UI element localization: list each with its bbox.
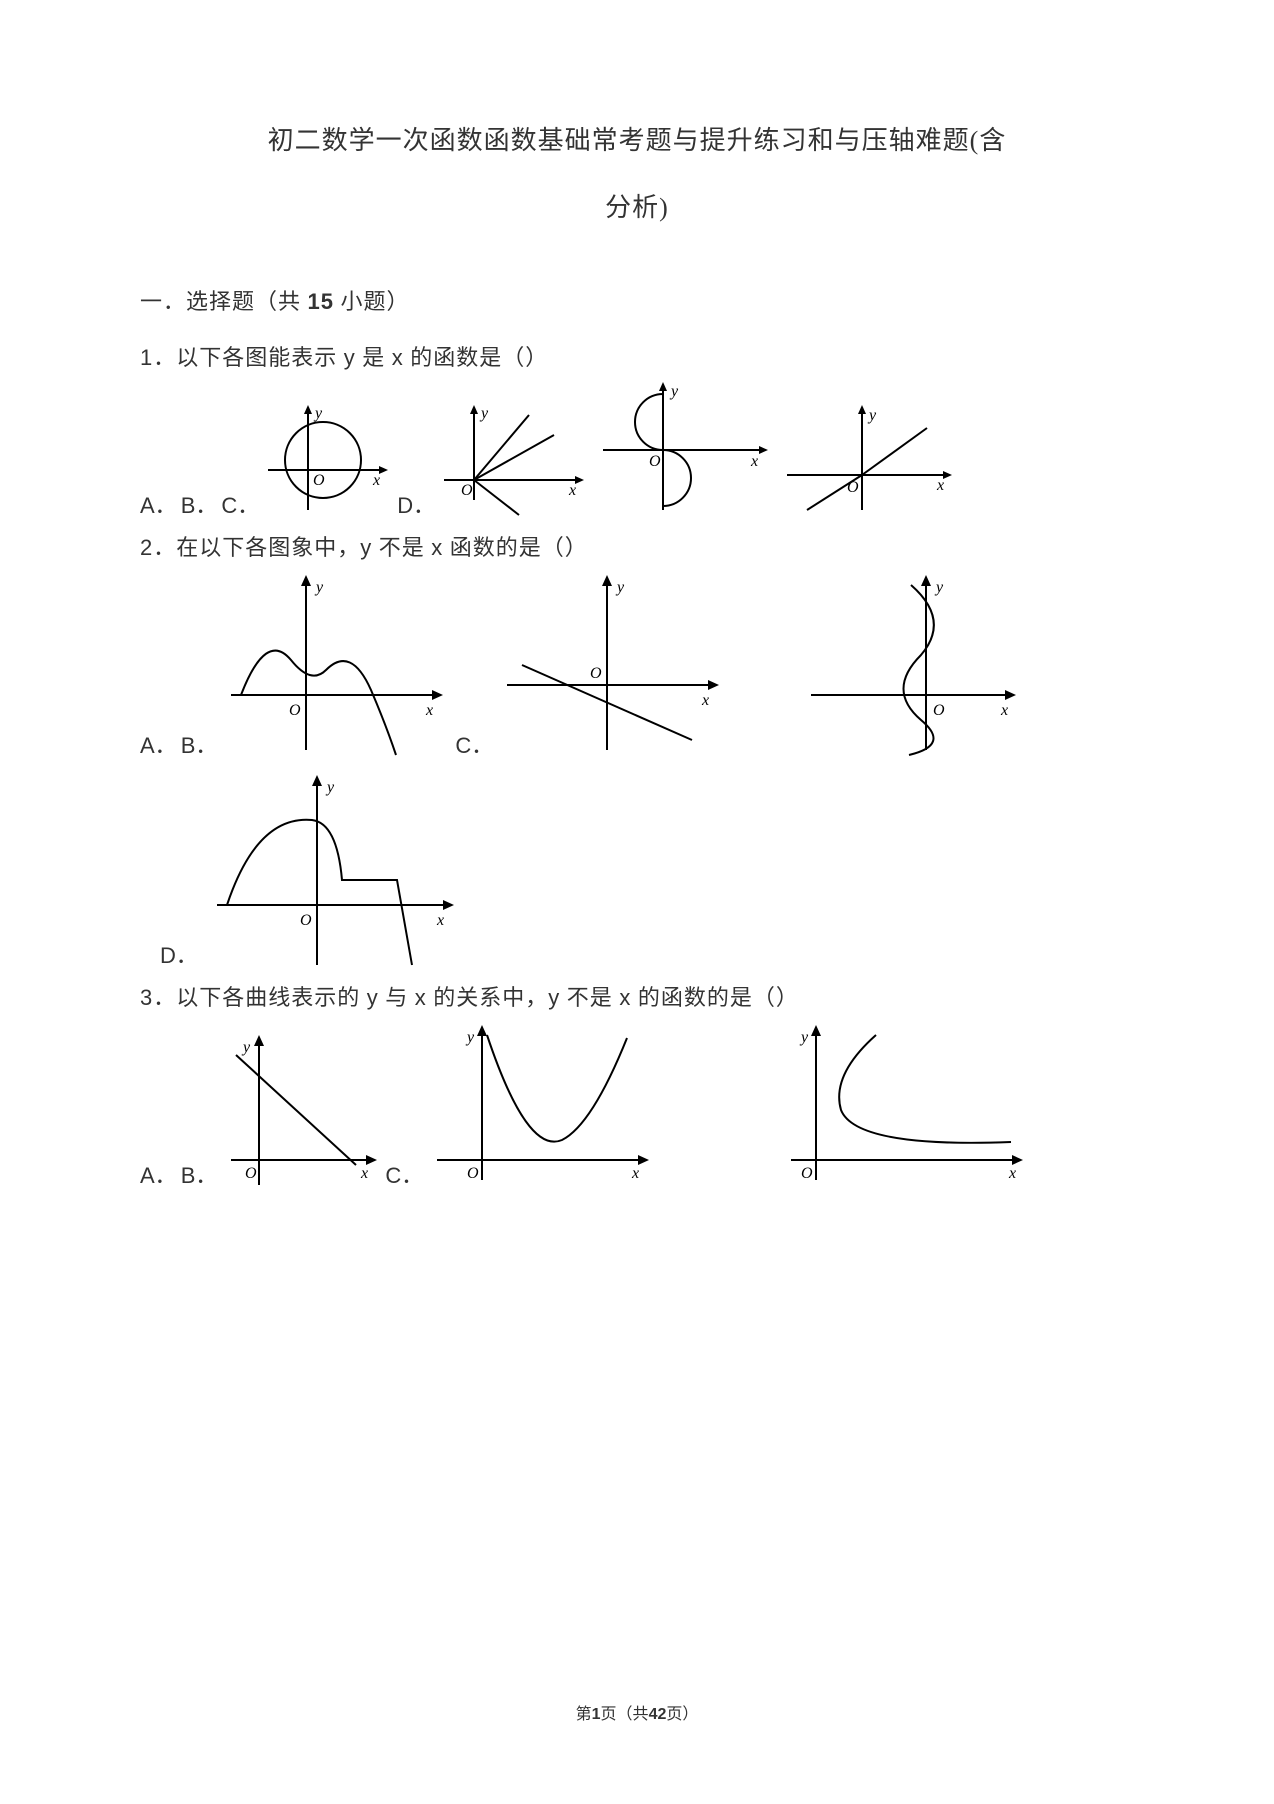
q2-tb: 不是	[372, 535, 431, 560]
opt-label-c: C．	[455, 728, 493, 760]
origin-label: O	[245, 1165, 257, 1182]
opt-label-a: A．	[140, 1158, 177, 1190]
axis-x-label: x	[750, 453, 758, 470]
q3-num: 3．	[140, 985, 176, 1010]
axis-x-label: x	[701, 692, 709, 709]
axis-y-label: y	[465, 1029, 475, 1046]
section-count: 15	[308, 289, 334, 314]
q3-graph-a: y x O	[221, 1030, 381, 1190]
footer-prefix: 第	[576, 1706, 592, 1723]
q2-graph-a: y x O	[221, 570, 451, 760]
q3-y2: y	[548, 985, 560, 1010]
opt-label-d: D．	[397, 488, 435, 520]
q3-x2: x	[619, 985, 631, 1010]
opt-label-d: D．	[160, 938, 198, 970]
axis-x-label: x	[631, 1165, 639, 1182]
question-2-text: 2．在以下各图象中，y 不是 x 函数的是（）	[140, 530, 1134, 562]
axis-x-label: x	[425, 702, 433, 719]
q3-graph-b: y x O	[427, 1020, 657, 1190]
q1-graph-c: y x O	[593, 380, 773, 520]
origin-label: O	[847, 479, 859, 496]
axis-x-label: x	[1008, 1165, 1016, 1182]
q2-graph-d: y x O	[202, 770, 462, 970]
footer-page: 1	[592, 1706, 601, 1723]
q1-y: y	[344, 345, 356, 370]
axis-y-label: y	[867, 407, 877, 424]
axis-y-label: y	[615, 579, 625, 596]
q2-graph-b: y x O	[497, 570, 727, 760]
axis-x-label: x	[568, 482, 576, 499]
q3-tc: 的关系中，	[427, 985, 549, 1010]
q3-td: 不是	[560, 985, 619, 1010]
q3-y1: y	[367, 985, 379, 1010]
question-2-options-row2: D． y x O	[160, 770, 1134, 970]
q1-graph-d: y x O	[777, 400, 957, 520]
axis-y-label: y	[934, 579, 944, 596]
opt-label-c: C．	[221, 488, 259, 520]
footer-total: 42	[649, 1706, 667, 1723]
axis-y-label: y	[241, 1039, 251, 1056]
question-1-options: A． B． C． y x O D． y x O	[140, 380, 1134, 520]
opt-label-c: C．	[385, 1158, 423, 1190]
q3-x1: x	[415, 985, 427, 1010]
question-3-text: 3．以下各曲线表示的 y 与 x 的关系中，y 不是 x 的函数的是（）	[140, 980, 1134, 1012]
origin-label: O	[467, 1165, 479, 1182]
section-heading: 一．选择题（共 15 小题）	[140, 284, 1134, 316]
axis-y-label: y	[479, 405, 489, 422]
footer-mid: 页（共	[601, 1706, 649, 1723]
q1-graph-b: y x O	[439, 400, 589, 520]
axis-y-label: y	[313, 405, 323, 422]
axis-y-label: y	[314, 579, 324, 596]
section-prefix: 一．选择题（共	[140, 289, 308, 314]
footer-suffix: 页）	[666, 1706, 698, 1723]
origin-label: O	[590, 665, 602, 682]
q1-tb: 是	[356, 345, 392, 370]
axis-x-label: x	[372, 472, 380, 489]
q1-ta: 以下各图能表示	[176, 345, 344, 370]
q3-ta: 以下各曲线表示的	[176, 985, 367, 1010]
axis-x-label: x	[936, 477, 944, 494]
q1-tc: 的函数是（）	[404, 345, 549, 370]
opt-label-b: B．	[181, 728, 218, 760]
origin-label: O	[313, 472, 325, 489]
question-2-options-row1: A． B． y x O C． y x O	[140, 570, 1134, 760]
origin-label: O	[933, 702, 945, 719]
q2-tc: 函数的是（）	[443, 535, 588, 560]
q3-tb: 与	[379, 985, 415, 1010]
q1-graph-a: y x O	[263, 400, 393, 520]
page-footer: 第1页（共42页）	[0, 1700, 1274, 1724]
origin-label: O	[461, 482, 473, 499]
axis-x-label: x	[1000, 702, 1008, 719]
origin-label: O	[801, 1165, 813, 1182]
origin-label: O	[289, 702, 301, 719]
axis-y-label: y	[669, 383, 679, 400]
origin-label: O	[300, 912, 312, 929]
opt-label-a: A．	[140, 728, 177, 760]
q1-num: 1．	[140, 345, 176, 370]
doc-title-line2: 分析)	[140, 187, 1134, 224]
opt-label-b: B．	[181, 1158, 218, 1190]
opt-label-b: B．	[181, 488, 218, 520]
axis-x-label: x	[360, 1165, 368, 1182]
q2-ta: 在以下各图象中，	[176, 535, 360, 560]
q1-x: x	[392, 345, 404, 370]
q3-te: 的函数的是（）	[631, 985, 799, 1010]
axis-y-label: y	[325, 779, 335, 796]
doc-title-line1: 初二数学一次函数函数基础常考题与提升练习和与压轴难题(含	[140, 120, 1134, 157]
axis-x-label: x	[436, 912, 444, 929]
axis-y-label: y	[799, 1029, 809, 1046]
q2-x: x	[431, 535, 443, 560]
q2-num: 2．	[140, 535, 176, 560]
opt-label-a: A．	[140, 488, 177, 520]
question-3-options: A． B． y x O C． y x O	[140, 1020, 1134, 1190]
q3-graph-c: y x O	[781, 1020, 1031, 1190]
section-suffix: 小题）	[334, 289, 410, 314]
origin-label: O	[649, 453, 661, 470]
q2-graph-c: y x O	[791, 570, 1021, 760]
q2-y: y	[360, 535, 372, 560]
question-1-text: 1．以下各图能表示 y 是 x 的函数是（）	[140, 340, 1134, 372]
